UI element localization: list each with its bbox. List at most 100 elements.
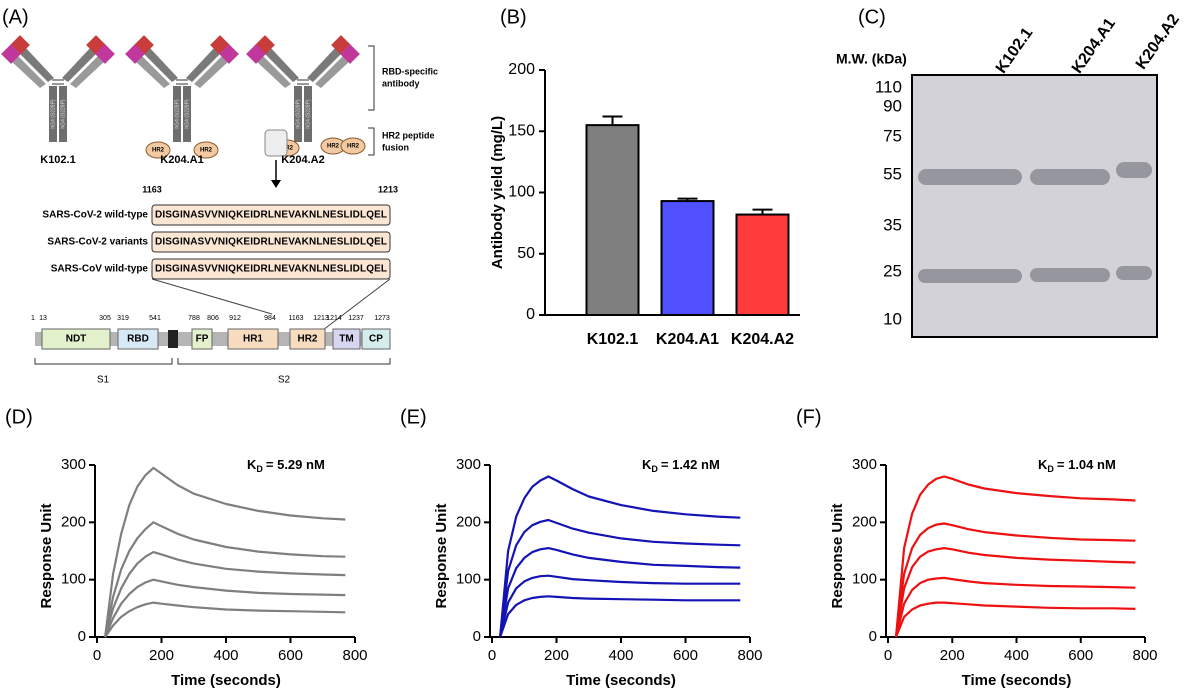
label: DISGINASVVNIQKEIDRLNEVAKNLNESLIDLQEL xyxy=(155,237,387,248)
bar xyxy=(660,200,715,316)
annotation: KD = 1.42 nM xyxy=(642,457,720,474)
x-tick-label: 400 xyxy=(608,647,633,664)
bracket xyxy=(368,45,375,111)
y-tick-label: 0 xyxy=(473,628,481,645)
domain-black xyxy=(168,330,178,348)
bar xyxy=(585,124,640,316)
chain-label: hG4 (S228P) xyxy=(174,99,180,129)
antibody-arm xyxy=(70,54,106,88)
label: 319 xyxy=(117,315,129,322)
label: S1 xyxy=(97,375,110,386)
x-tick-label: 600 xyxy=(278,647,303,664)
sensorgram-line xyxy=(499,595,741,638)
antibody-name: K102.1 xyxy=(40,154,75,166)
label: S2 xyxy=(278,375,291,386)
y-tick-label: 100 xyxy=(852,571,877,588)
hr2-label: HR2 xyxy=(200,148,213,154)
annotation: KD = 1.04 nM xyxy=(1038,457,1116,474)
region-bracket xyxy=(34,358,391,365)
label: 35 xyxy=(883,215,902,234)
bracket xyxy=(368,127,375,156)
label: DISGINASVVNIQKEIDRLNEVAKNLNESLIDLQEL xyxy=(155,264,387,275)
hr2-peptide xyxy=(340,137,366,155)
gel-band xyxy=(1030,268,1110,282)
annotation-subscript: D xyxy=(651,464,658,474)
domain xyxy=(361,328,391,350)
domain xyxy=(289,328,326,350)
label: 1213 xyxy=(313,315,329,322)
antibody-arm xyxy=(134,54,170,88)
x-tick-label: 400 xyxy=(213,647,238,664)
antibody-name: K204.A1 xyxy=(160,154,203,166)
gel-band xyxy=(1030,169,1110,185)
label: FP xyxy=(196,334,209,345)
annotation-subscript: D xyxy=(256,464,263,474)
sensorgram-line xyxy=(104,521,346,638)
label: 13 xyxy=(39,315,47,322)
hinge xyxy=(52,79,64,85)
label: 90 xyxy=(883,96,902,115)
sequence-box xyxy=(151,204,391,226)
sequence-box xyxy=(151,231,391,253)
sensorgram-line xyxy=(104,578,346,638)
hr2-label: HR2 xyxy=(152,148,165,154)
antibody-icon: hG4 (S228P)hG4 (S228P)HR2HR2HR2 xyxy=(246,35,366,188)
y-tick-label: 100 xyxy=(456,571,481,588)
label: 305 xyxy=(99,315,111,322)
label: K102.1 xyxy=(993,25,1037,77)
x-axis-label: Time (seconds) xyxy=(962,672,1072,689)
sensorgram-line xyxy=(894,522,1136,638)
antibody-arm xyxy=(255,54,291,88)
antibody-arm xyxy=(186,46,222,82)
domain xyxy=(191,328,213,350)
label: (C) xyxy=(858,6,886,28)
sensorgram-line xyxy=(894,601,1136,638)
y-axis-label: Antibody yield (mg/L) xyxy=(489,116,506,269)
label: 1163 xyxy=(142,184,162,194)
x-tick-label: 600 xyxy=(1068,647,1093,664)
y-tick-label: 200 xyxy=(61,513,86,530)
y-tick-label: 200 xyxy=(852,513,877,530)
hr2-label: HR2 xyxy=(327,144,340,150)
gel-band xyxy=(1116,162,1152,178)
antibody-stem xyxy=(59,86,67,142)
x-axis-label: Time (seconds) xyxy=(566,672,676,689)
antibody-stem xyxy=(49,86,57,142)
annotation-symbol: K xyxy=(1038,457,1048,472)
y-tick-label: 100 xyxy=(508,184,535,201)
bar xyxy=(735,213,790,316)
chain-label: hG4 (S228P) xyxy=(295,99,301,129)
x-tick-label: 800 xyxy=(737,647,762,664)
antibody-arm xyxy=(142,46,178,82)
hr2-peptide xyxy=(145,141,171,159)
y-tick-label: 300 xyxy=(61,456,86,473)
y-tick-label: 200 xyxy=(508,61,535,78)
label: 1 xyxy=(31,315,35,322)
label: K204.A2 xyxy=(1133,11,1183,73)
y-tick-label: 0 xyxy=(78,628,86,645)
domain xyxy=(117,328,159,350)
antibody-name: K204.A2 xyxy=(281,154,324,166)
bracket-label: antibody xyxy=(382,78,420,88)
label: DISGINASVVNIQKEIDRLNEVAKNLNESLIDLQEL xyxy=(155,210,387,221)
label: M.W. (kDa) xyxy=(836,51,907,67)
label: K204.A1 xyxy=(1069,15,1119,77)
x-tick-label: K102.1 xyxy=(587,331,639,348)
hr2-label: HR2 xyxy=(347,144,360,150)
label: SARS-CoV wild-type xyxy=(51,264,149,275)
antibody-cdr xyxy=(95,44,115,64)
bracket-label: HR2 peptide xyxy=(382,130,435,140)
zoom-arrowhead xyxy=(271,180,281,188)
x-tick-label: K204.A1 xyxy=(656,331,719,348)
y-tick-label: 150 xyxy=(508,122,535,139)
y-tick-label: 0 xyxy=(869,628,877,645)
sensorgram-line xyxy=(104,551,346,638)
sensorgram-line xyxy=(499,574,741,638)
domain xyxy=(41,328,111,350)
y-tick-label: 200 xyxy=(456,513,481,530)
gel-band xyxy=(918,269,1022,283)
sequence-box xyxy=(151,258,391,280)
label: 1237 xyxy=(348,315,364,322)
label: 541 xyxy=(149,315,161,322)
x-tick-label: 400 xyxy=(1004,647,1029,664)
